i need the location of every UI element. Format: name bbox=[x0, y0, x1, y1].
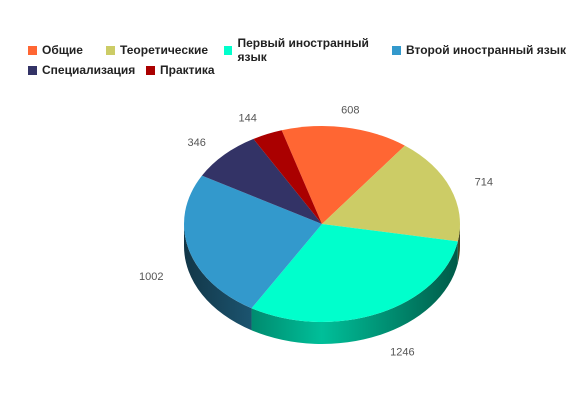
legend-swatch bbox=[28, 65, 37, 75]
legend-row-2: Специализация Практика bbox=[28, 60, 568, 80]
legend-label: Теоретические bbox=[120, 43, 209, 57]
legend-label: Первый иностранный язык bbox=[237, 36, 369, 64]
legend-swatch bbox=[392, 45, 401, 55]
legend-item-specializaciya[interactable]: Специализация bbox=[28, 63, 146, 77]
data-label-2: 1246 bbox=[390, 347, 414, 359]
legend-swatch bbox=[224, 45, 233, 55]
legend-label: Практика bbox=[160, 63, 215, 77]
legend-label: Специализация bbox=[42, 63, 136, 77]
pie-slice-side-2 bbox=[251, 241, 458, 344]
pie-slice-side-3 bbox=[184, 224, 252, 331]
data-label-3: 1002 bbox=[139, 271, 163, 283]
pie-slice-side-1 bbox=[457, 224, 460, 264]
legend-item-pervyy-yazyk[interactable]: Первый иностранный язык bbox=[224, 36, 392, 64]
pie-slice-3[interactable] bbox=[184, 175, 322, 309]
data-label-4: 346 bbox=[187, 137, 205, 149]
legend-item-teoreticheskie[interactable]: Теоретические bbox=[106, 43, 224, 57]
pie-slice-0[interactable] bbox=[281, 126, 405, 224]
pie-slice-5[interactable] bbox=[253, 130, 322, 224]
pie-slice-4[interactable] bbox=[201, 138, 322, 224]
legend-row-1: Общие Теоретические Первый иностранный я… bbox=[28, 36, 568, 64]
data-label-0: 608 bbox=[341, 105, 359, 117]
pie-slice-2[interactable] bbox=[251, 224, 458, 323]
legend-item-obshchie[interactable]: Общие bbox=[28, 43, 106, 57]
legend-label: Общие bbox=[42, 43, 83, 57]
data-label-5: 144 bbox=[239, 113, 257, 125]
legend-item-praktika[interactable]: Практика bbox=[146, 63, 215, 77]
chart-legend: Общие Теоретические Первый иностранный я… bbox=[28, 36, 568, 80]
legend-swatch bbox=[106, 45, 115, 55]
data-label-1: 714 bbox=[475, 177, 493, 189]
legend-swatch bbox=[146, 65, 155, 75]
legend-swatch bbox=[28, 45, 37, 55]
legend-label: Второй иностранный язык bbox=[406, 43, 566, 57]
legend-item-vtoroy-yazyk[interactable]: Второй иностранный язык bbox=[392, 43, 566, 57]
pie-slice-1[interactable] bbox=[322, 145, 460, 242]
